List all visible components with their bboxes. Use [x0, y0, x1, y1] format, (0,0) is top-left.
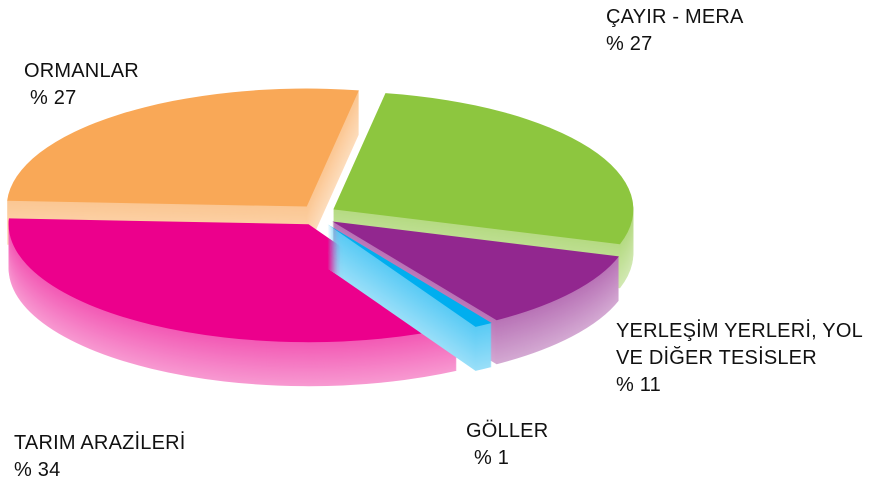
category-label: GÖLLER [466, 420, 549, 442]
value-label: % 11 [616, 374, 661, 396]
slice [7, 88, 359, 207]
value-label: % 1 [474, 447, 510, 469]
slice [333, 93, 634, 245]
category-label: ORMANLAR [24, 60, 139, 82]
slice-label: TARIM ARAZİLERİ % 34 [14, 430, 186, 484]
slice [332, 221, 619, 321]
category-label: TARIM ARAZİLERİ [14, 432, 186, 454]
category-label: ÇAYIR - MERA [606, 6, 744, 28]
value-label: % 34 [14, 459, 61, 481]
slice-label: GÖLLER % 1 [466, 418, 548, 472]
slice [327, 224, 492, 327]
slice-label: ORMANLAR % 27 [24, 58, 139, 112]
slice-label: ÇAYIR - MERA % 27 [606, 4, 744, 58]
value-label: % 27 [30, 87, 77, 109]
category-label: YERLEŞİM YERLERİ, YOL VE DİĞER TESİSLER [616, 320, 863, 369]
slice-label: YERLEŞİM YERLERİ, YOL VE DİĞER TESİSLER%… [616, 318, 881, 399]
value-label: % 27 [606, 33, 653, 55]
